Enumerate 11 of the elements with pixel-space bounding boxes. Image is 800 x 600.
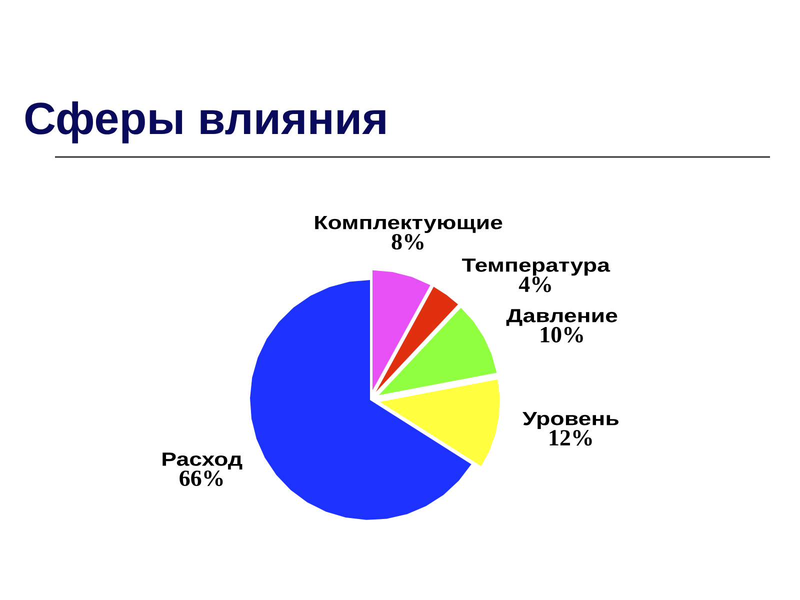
- slice-label: Давление: [506, 309, 618, 326]
- slice-label: Температура: [462, 258, 610, 276]
- data-label: 8%: [392, 234, 424, 250]
- slice-label: Комплектующие: [315, 216, 502, 234]
- data-label: 10%: [540, 326, 583, 343]
- data-label: 4%: [518, 276, 551, 292]
- data-label: 66%: [180, 470, 223, 486]
- chart-title: Сферы влияния: [25, 101, 386, 144]
- slice-label: Расход: [162, 452, 242, 470]
- data-label: 12%: [550, 430, 592, 446]
- slice-label: Уровень: [522, 412, 618, 430]
